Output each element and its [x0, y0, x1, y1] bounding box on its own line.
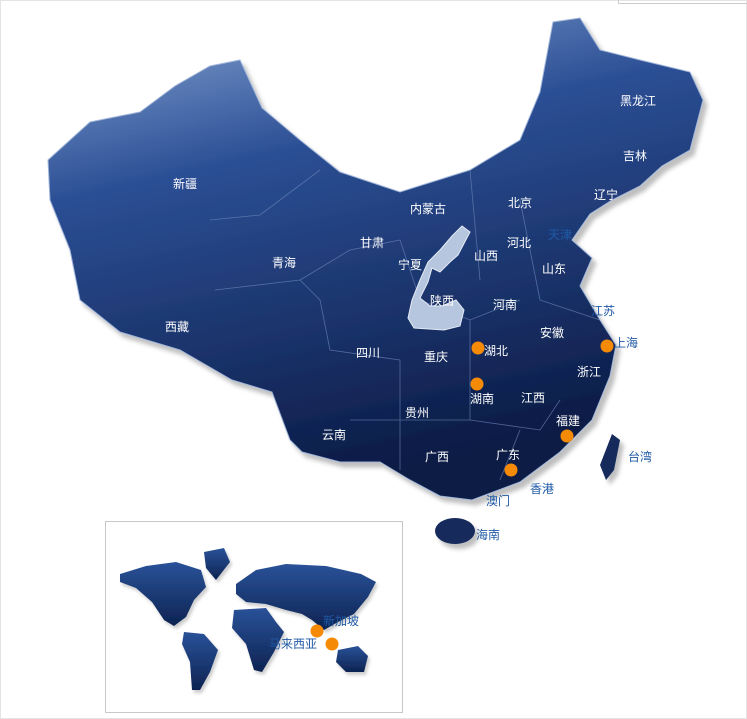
label-liaoning[interactable]: 辽宁 [594, 187, 618, 202]
label-hebei[interactable]: 河北 [507, 236, 531, 250]
label-shanxi[interactable]: 山西 [474, 249, 498, 263]
world-map-inset: 新加坡 马来西亚 [105, 521, 403, 713]
shaanxi-highlight [407, 225, 471, 331]
label-shaanxi[interactable]: 陕西 [430, 293, 454, 308]
label-xinjiang[interactable]: 新疆 [173, 176, 197, 191]
marker-hunan[interactable] [470, 377, 484, 391]
label-hainan[interactable]: 海南 [476, 527, 500, 542]
marker-hubei[interactable] [471, 341, 485, 355]
marker-fujian[interactable] [560, 429, 574, 443]
label-tianjin[interactable]: 天津 [548, 228, 572, 242]
label-anhui[interactable]: 安徽 [540, 325, 564, 340]
label-heilongjiang[interactable]: 黑龙江 [620, 94, 656, 108]
label-aomen[interactable]: 澳门 [486, 493, 510, 508]
south-america [182, 632, 218, 690]
greenland [204, 548, 230, 580]
label-jilin[interactable]: 吉林 [623, 149, 647, 163]
label-neimenggu[interactable]: 内蒙古 [410, 201, 446, 216]
label-hubei[interactable]: 湖北 [484, 343, 508, 358]
label-ningxia[interactable]: 宁夏 [398, 257, 422, 272]
label-henan[interactable]: 河南 [493, 297, 517, 312]
marker-singapore[interactable] [310, 624, 324, 638]
label-jiangxi[interactable]: 江西 [521, 391, 545, 405]
label-guangdong[interactable]: 广东 [496, 448, 520, 462]
marker-guangdong[interactable] [504, 463, 518, 477]
label-guizhou[interactable]: 贵州 [405, 406, 429, 420]
label-sichuan[interactable]: 四川 [356, 346, 380, 360]
hainan-island [435, 518, 475, 544]
label-yunnan[interactable]: 云南 [322, 427, 346, 442]
taiwan-island [600, 434, 620, 480]
north-america [120, 562, 206, 626]
label-chongqing[interactable]: 重庆 [424, 350, 448, 364]
label-shandong[interactable]: 山东 [542, 262, 566, 276]
label-xizang[interactable]: 西藏 [165, 320, 189, 334]
label-zhejiang[interactable]: 浙江 [577, 365, 601, 379]
europe-asia [236, 564, 376, 630]
china-markers [470, 339, 614, 477]
label-qinghai[interactable]: 青海 [272, 255, 296, 270]
label-xianggang[interactable]: 香港 [530, 482, 554, 496]
label-guangxi[interactable]: 广西 [425, 450, 449, 464]
province-labels: 新疆 西藏 青海 甘肃 内蒙古 宁夏 陕西 山西 北京 河北 天津 辽宁 吉林 … [165, 94, 656, 542]
marker-malaysia[interactable] [325, 637, 339, 651]
world-map: 新加坡 马来西亚 [120, 548, 376, 690]
africa [232, 608, 284, 672]
australia [336, 646, 368, 672]
top-tab [618, 0, 747, 4]
label-beijing[interactable]: 北京 [508, 196, 532, 210]
label-shanghai[interactable]: 上海 [614, 335, 638, 350]
label-malaysia[interactable]: 马来西亚 [269, 637, 317, 651]
marker-shanghai[interactable] [600, 339, 614, 353]
label-fujian[interactable]: 福建 [556, 413, 580, 428]
label-hunan[interactable]: 湖南 [470, 391, 494, 406]
label-singapore[interactable]: 新加坡 [323, 613, 359, 628]
label-gansu[interactable]: 甘肃 [360, 236, 384, 250]
label-taiwan[interactable]: 台湾 [628, 449, 652, 464]
china-landmass [47, 17, 704, 501]
label-jiangsu[interactable]: 江苏 [591, 304, 615, 318]
